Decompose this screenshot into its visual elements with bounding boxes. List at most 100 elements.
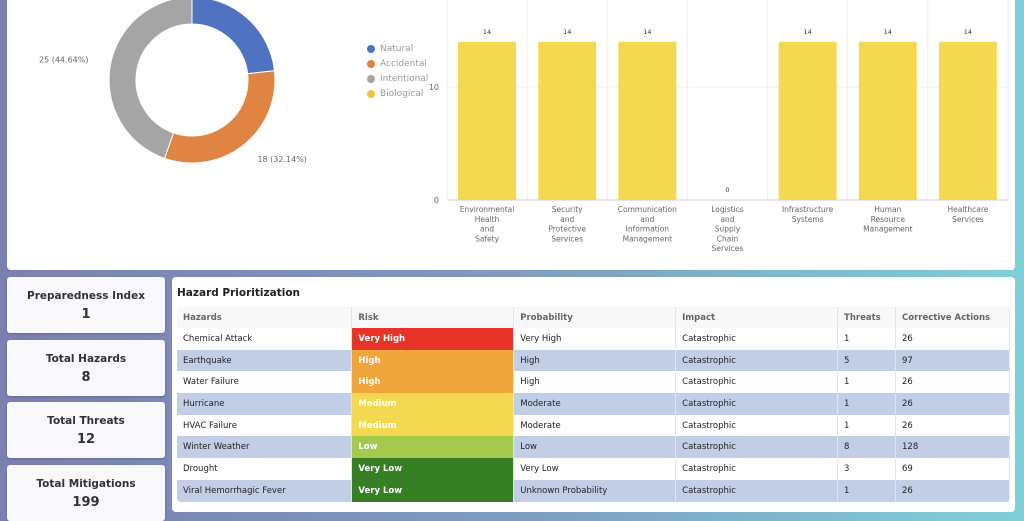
cell-probability: High [513, 349, 677, 372]
hazard-type-donut-chart: 18 (32.14%) 25 (44.64%) [39, 0, 307, 164]
bar[interactable] [618, 41, 677, 200]
bar-data-label: 14 [964, 28, 972, 36]
cell-risk: Medium [351, 414, 515, 437]
cell-impact: Catastrophic [675, 436, 839, 459]
cell-impact: Catastrophic [675, 458, 839, 480]
cell-impact: Catastrophic [675, 349, 839, 372]
cell-impact: Catastrophic [675, 479, 839, 502]
stat-value: 199 [72, 495, 100, 510]
legend-dot-icon [367, 89, 375, 98]
cell-risk: Medium [351, 393, 515, 415]
column-header[interactable]: Probability [513, 307, 677, 328]
cell-risk: Very Low [351, 458, 515, 480]
cell-hazards: Hurricane [177, 393, 353, 415]
bar[interactable] [458, 41, 517, 200]
table-row[interactable]: Earthquake High High Catastrophic 5 97 [177, 349, 1010, 372]
cell-corrective-actions: 26 [895, 328, 1010, 350]
cell-probability: High [513, 371, 677, 394]
x-tick-label: Environmental Health and Safety [460, 205, 515, 243]
table-row[interactable]: Drought Very Low Very Low Catastrophic 3 69 [177, 458, 1010, 480]
legend-item-natural[interactable]: Natural [367, 41, 428, 56]
x-tick-label: Logistics and Supply Chain Services [711, 205, 744, 253]
donut-legend: Natural Accidental Intentional Biological [367, 41, 428, 101]
legend-dot-icon [367, 44, 375, 53]
legend-label: Intentional [380, 73, 429, 84]
stat-card-preparedness-index: Preparedness Index 1 [7, 277, 165, 333]
legend-dot-icon [367, 59, 375, 68]
legend-label: Accidental [380, 58, 427, 69]
cell-probability: Unknown Probability [513, 479, 677, 502]
legend-label: Biological [380, 88, 424, 99]
cell-risk: Very Low [351, 479, 515, 502]
cell-threats: 8 [837, 436, 897, 459]
stat-label: Total Mitigations [36, 478, 136, 490]
table-row[interactable]: Hurricane Medium Moderate Catastrophic 1 26 [177, 393, 1010, 415]
column-header[interactable]: Risk [351, 307, 515, 328]
bar-data-label: 14 [643, 28, 651, 36]
cell-corrective-actions: 69 [895, 458, 1010, 480]
cell-hazards: Drought [177, 458, 353, 480]
table-row[interactable]: Viral Hemorrhagic Fever Very Low Unknown P… [177, 479, 1010, 502]
column-header[interactable]: Hazards [177, 307, 353, 328]
cell-impact: Catastrophic [675, 414, 839, 437]
cell-corrective-actions: 97 [895, 349, 1010, 372]
stat-card-total-threats: Total Threats 12 [7, 402, 165, 458]
hazard-prioritization-card: Hazard Prioritization Hazards Risk Probabi… [172, 277, 1015, 512]
cell-probability: Very Low [513, 458, 677, 480]
cell-threats: 1 [837, 414, 897, 437]
table-row[interactable]: Chemical Attack Very High Very High Catastr… [177, 328, 1010, 350]
y-tick-label: 10 [429, 83, 439, 92]
stat-value: 12 [76, 432, 96, 447]
bar[interactable] [778, 41, 837, 200]
x-tick-label: Security and Protective Services [548, 205, 586, 243]
bar[interactable] [858, 41, 917, 200]
cell-threats: 5 [837, 349, 897, 372]
x-tick-label: Communication and Information Management [618, 205, 677, 243]
cell-corrective-actions: 26 [895, 414, 1010, 437]
cell-hazards: Viral Hemorrhagic Fever [177, 479, 353, 502]
column-header[interactable]: Corrective Actions [895, 307, 1010, 328]
stat-value: 8 [81, 370, 91, 385]
stat-card-total-hazards: Total Hazards 8 [7, 340, 165, 396]
cell-hazards: Winter Weather [177, 436, 353, 459]
table-row[interactable]: HVAC Failure Medium Moderate Catastrophic 1 2… [177, 414, 1010, 437]
legend-dot-icon [367, 74, 375, 83]
bar-data-label: 14 [483, 28, 491, 36]
bar-data-label: 14 [563, 28, 571, 36]
cell-threats: 3 [837, 458, 897, 480]
x-tick-label: Human Resource Management [863, 205, 912, 234]
cell-hazards: Water Failure [177, 371, 353, 394]
table-row[interactable]: Water Failure High High Catastrophic 1 26 [177, 371, 1010, 394]
legend-item-accidental[interactable]: Accidental [367, 56, 428, 71]
cell-probability: Moderate [513, 393, 677, 415]
column-header[interactable]: Threats [837, 307, 897, 328]
cell-corrective-actions: 26 [895, 371, 1010, 394]
stat-label: Total Hazards [45, 353, 127, 365]
legend-item-intentional[interactable]: Intentional [367, 71, 428, 86]
column-header[interactable]: Impact [675, 307, 839, 328]
x-tick-label: Healthcare Services [947, 205, 988, 224]
cell-corrective-actions: 128 [895, 436, 1010, 459]
cell-impact: Catastrophic [675, 371, 839, 394]
charts-panel: 18 (32.14%) 25 (44.64%) Natural Accidental… [7, 0, 1015, 270]
cell-probability: Low [513, 436, 677, 459]
table-title: Hazard Prioritization [177, 287, 301, 299]
table-row[interactable]: Winter Weather Low Low Catastrophic 8 128 [177, 436, 1010, 459]
cell-threats: 1 [837, 479, 897, 502]
stat-card-total-mitigations: Total Mitigations 199 [7, 465, 165, 521]
bar-data-label: 0 [725, 186, 729, 194]
cell-corrective-actions: 26 [895, 479, 1010, 502]
donut-data-label: 18 (32.14%) [257, 155, 306, 164]
bar[interactable] [538, 41, 597, 200]
stat-label: Total Threats [47, 415, 125, 427]
cell-impact: Catastrophic [675, 328, 839, 350]
cell-hazards: Chemical Attack [177, 328, 353, 350]
legend-item-biological[interactable]: Biological [367, 86, 428, 101]
bar-chart: 0 10 14 Environmental Health and Safety 14 Secur… [429, 0, 1009, 253]
cell-threats: 1 [837, 371, 897, 394]
cell-hazards: Earthquake [177, 349, 353, 372]
bar[interactable] [938, 41, 997, 200]
cell-risk: High [351, 349, 515, 372]
cell-impact: Catastrophic [675, 393, 839, 415]
donut-slice-intentional[interactable] [108, 0, 193, 159]
